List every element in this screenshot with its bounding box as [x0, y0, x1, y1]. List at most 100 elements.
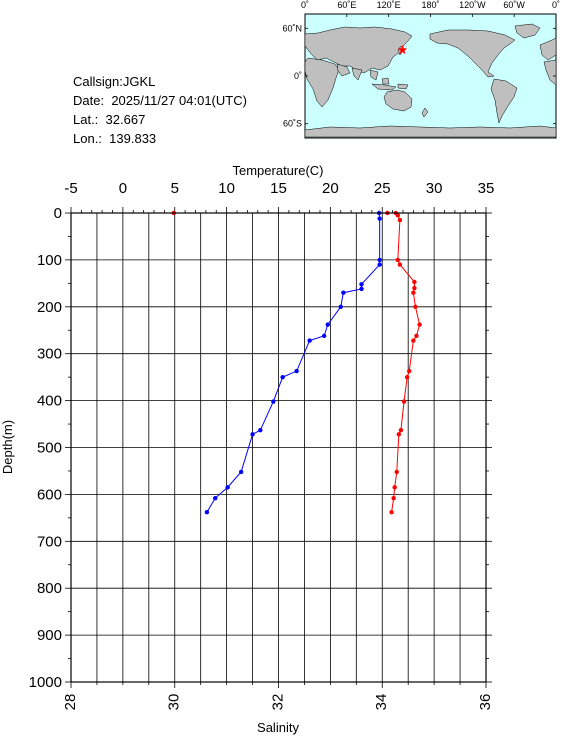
land-australia: [383, 89, 413, 112]
map-ticks: [304, 14, 557, 125]
depth-tick-label: 200: [37, 299, 62, 316]
date-line: Date: 2025/11/27 04:01(UTC): [73, 91, 247, 110]
salinity-point: [271, 399, 276, 404]
temperature-point: [412, 285, 417, 291]
lat-label: Lat.:: [73, 112, 99, 127]
land-antarctica: [304, 125, 557, 138]
map-lon-label: 60˚W: [503, 0, 525, 10]
date-label: Date:: [73, 93, 105, 108]
temperature-point: [389, 510, 394, 515]
callsign-text: Callsign:JGKL: [73, 74, 156, 89]
salinity-tick-label: 28: [62, 694, 79, 711]
map-lat-label: 60˚N: [282, 23, 302, 33]
temperature-tick-label: 0: [119, 180, 127, 197]
temperature-point: [397, 217, 403, 223]
land-north-america: [429, 29, 516, 78]
depth-tick-label: 100: [37, 252, 62, 269]
temperature-point: [395, 213, 401, 218]
salinity-point: [341, 290, 346, 295]
lat-value: 32.667: [105, 112, 146, 127]
temperature-point: [397, 262, 403, 267]
salinity-tick-label: 32: [269, 694, 286, 711]
salinity-point: [359, 282, 364, 287]
land-borneo: [381, 77, 390, 85]
land-greenland: [514, 23, 541, 39]
depth-axis-label: Depth(m): [0, 420, 15, 474]
map-lon-label: 120˚W: [459, 0, 486, 10]
land-eurasia-west: [304, 26, 413, 74]
temperature-tick-label: -5: [64, 180, 77, 197]
map-labels: 0˚ 60˚E 120˚E 180˚ 120˚W 60˚W 0˚ 60˚N 0˚ 60˚S: [282, 0, 560, 129]
map-lon-label: 0˚: [552, 0, 560, 10]
temperature-tick-label: 10: [218, 180, 235, 197]
plot-frame: [70, 212, 487, 683]
temperature-tick-label: 15: [270, 180, 287, 197]
map-land: [304, 23, 557, 138]
land-new-guinea: [397, 83, 409, 90]
salinity-point: [225, 485, 230, 490]
depth-tick-label: 1000: [29, 674, 62, 691]
world-map: 0˚ 60˚E 120˚E 180˚ 120˚W 60˚W 0˚ 60˚N 0˚ 60˚S: [282, 0, 560, 139]
depth-tick-label: 500: [37, 440, 62, 457]
lon-label: Lon.:: [73, 131, 102, 146]
salinity-series: [204, 210, 382, 515]
temperature-point: [401, 399, 407, 404]
salinity-axis-label: Salinity: [257, 720, 299, 735]
depth-tick-label: 700: [37, 533, 62, 550]
depth-tick-label: 600: [37, 486, 62, 503]
chart-grid: [71, 213, 486, 682]
depth-tick-label: 400: [37, 393, 62, 410]
salinity-point: [258, 427, 263, 433]
temperature-point: [411, 290, 416, 295]
salinity-point: [325, 322, 330, 327]
salinity-point: [377, 216, 382, 221]
map-lon-label: 120˚E: [377, 0, 401, 10]
lon-value: 139.833: [109, 131, 157, 146]
temperature-point: [412, 279, 417, 285]
salinity-point: [377, 257, 382, 263]
temperature-tick-label: 20: [322, 180, 339, 197]
temperature-point: [414, 333, 419, 339]
land-new-zealand: [421, 107, 429, 118]
temperature-point: [395, 257, 401, 263]
salinity-point: [338, 304, 343, 309]
temperature-line: [173, 212, 421, 513]
salinity-tick-label: 34: [373, 694, 390, 711]
temperature-tick-label: 30: [426, 180, 443, 197]
land-india: [351, 67, 363, 81]
map-lat-label: 0˚: [294, 71, 302, 81]
depth-tick-label: 800: [37, 580, 62, 597]
temperature-point: [394, 469, 399, 475]
land-africa: [304, 57, 340, 108]
temperature-axis-label: Temperature(C): [232, 163, 323, 178]
temperature-tick-label: 5: [171, 180, 179, 197]
map-lon-label: 0˚: [301, 0, 309, 10]
temperature-point: [407, 368, 412, 374]
temperature-series: [171, 210, 422, 515]
station-location-marker: [397, 45, 408, 55]
station-info: Callsign:JGKL Date: 2025/11/27 04:01(UTC…: [73, 72, 247, 148]
temperature-point: [396, 432, 402, 437]
temperature-tick-label: 25: [374, 180, 391, 197]
temperature-point: [398, 427, 404, 433]
land-africa-east-edge: [543, 59, 557, 86]
land-europe-east-edge: [539, 37, 557, 61]
date-value: 2025/11/27 04:01(UTC): [111, 93, 247, 108]
salinity-point: [307, 338, 312, 343]
salinity-point: [280, 374, 285, 380]
salinity-point: [321, 333, 327, 339]
temperature-point: [392, 485, 397, 490]
salinity-point: [294, 368, 299, 374]
depth-tick-label: 300: [37, 346, 62, 363]
temperature-point: [413, 304, 418, 309]
salinity-point: [250, 432, 255, 437]
chart-series: [171, 210, 422, 515]
map-lat-label: 60˚S: [283, 119, 302, 129]
land-south-america: [490, 78, 518, 124]
lon-line: Lon.: 139.833: [73, 129, 247, 148]
land-indonesia: [371, 83, 397, 91]
temperature-point: [391, 495, 396, 501]
